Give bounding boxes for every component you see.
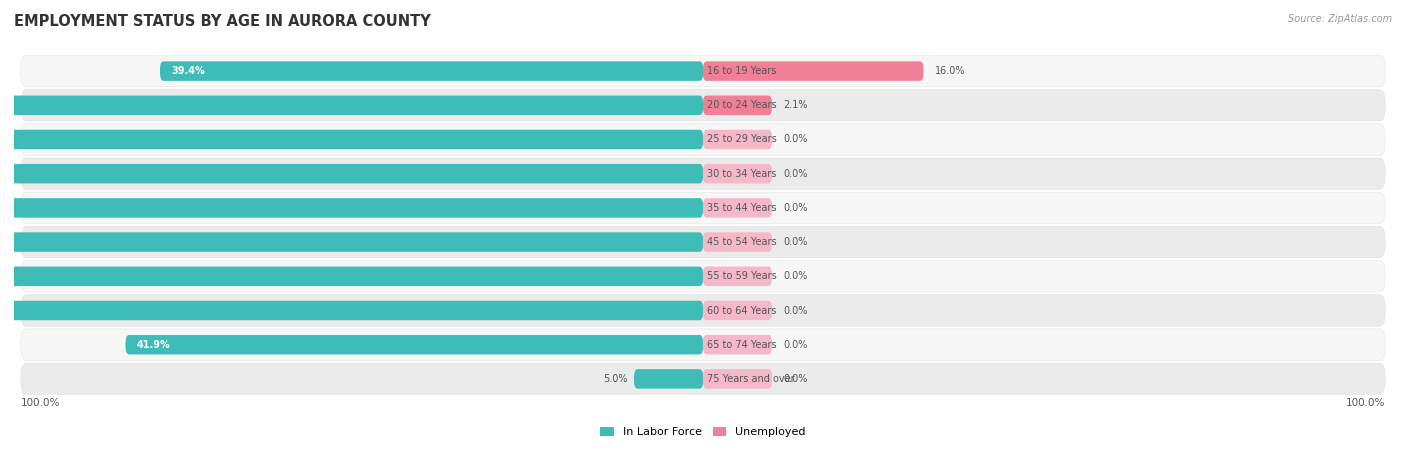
FancyBboxPatch shape — [160, 61, 703, 81]
FancyBboxPatch shape — [634, 369, 703, 389]
FancyBboxPatch shape — [21, 226, 1385, 258]
Legend: In Labor Force, Unemployed: In Labor Force, Unemployed — [596, 423, 810, 442]
Text: 2.1%: 2.1% — [783, 100, 807, 110]
Text: 0.0%: 0.0% — [783, 237, 807, 247]
FancyBboxPatch shape — [125, 335, 703, 355]
Text: 100.0%: 100.0% — [1346, 398, 1385, 408]
FancyBboxPatch shape — [0, 266, 703, 286]
FancyBboxPatch shape — [21, 90, 1385, 121]
Text: Source: ZipAtlas.com: Source: ZipAtlas.com — [1288, 14, 1392, 23]
Text: 5.0%: 5.0% — [603, 374, 627, 384]
Text: 20 to 24 Years: 20 to 24 Years — [707, 100, 776, 110]
FancyBboxPatch shape — [0, 130, 703, 149]
FancyBboxPatch shape — [0, 95, 703, 115]
Text: 39.4%: 39.4% — [172, 66, 205, 76]
Text: 55 to 59 Years: 55 to 59 Years — [707, 271, 778, 281]
Text: 0.0%: 0.0% — [783, 203, 807, 213]
Text: 16 to 19 Years: 16 to 19 Years — [707, 66, 776, 76]
FancyBboxPatch shape — [0, 164, 703, 184]
Text: 0.0%: 0.0% — [783, 271, 807, 281]
Text: 16.0%: 16.0% — [935, 66, 965, 76]
FancyBboxPatch shape — [0, 301, 703, 320]
FancyBboxPatch shape — [21, 295, 1385, 326]
Text: 65 to 74 Years: 65 to 74 Years — [707, 340, 776, 350]
FancyBboxPatch shape — [703, 335, 772, 355]
FancyBboxPatch shape — [703, 95, 772, 115]
Text: 0.0%: 0.0% — [783, 340, 807, 350]
Text: 30 to 34 Years: 30 to 34 Years — [707, 169, 776, 179]
Text: 0.0%: 0.0% — [783, 135, 807, 144]
Text: 41.9%: 41.9% — [136, 340, 170, 350]
FancyBboxPatch shape — [703, 130, 772, 149]
FancyBboxPatch shape — [0, 198, 703, 218]
Text: 75 Years and over: 75 Years and over — [707, 374, 794, 384]
FancyBboxPatch shape — [0, 232, 703, 252]
FancyBboxPatch shape — [21, 261, 1385, 292]
Text: 35 to 44 Years: 35 to 44 Years — [707, 203, 776, 213]
Text: 0.0%: 0.0% — [783, 169, 807, 179]
FancyBboxPatch shape — [21, 158, 1385, 189]
FancyBboxPatch shape — [21, 55, 1385, 87]
FancyBboxPatch shape — [21, 329, 1385, 360]
Text: 100.0%: 100.0% — [21, 398, 60, 408]
FancyBboxPatch shape — [703, 198, 772, 218]
Text: 60 to 64 Years: 60 to 64 Years — [707, 306, 776, 315]
FancyBboxPatch shape — [703, 301, 772, 320]
FancyBboxPatch shape — [21, 192, 1385, 224]
FancyBboxPatch shape — [703, 164, 772, 184]
Text: 0.0%: 0.0% — [783, 306, 807, 315]
FancyBboxPatch shape — [703, 369, 772, 389]
Text: EMPLOYMENT STATUS BY AGE IN AURORA COUNTY: EMPLOYMENT STATUS BY AGE IN AURORA COUNT… — [14, 14, 430, 28]
Text: 0.0%: 0.0% — [783, 374, 807, 384]
Text: 25 to 29 Years: 25 to 29 Years — [707, 135, 778, 144]
FancyBboxPatch shape — [703, 232, 772, 252]
FancyBboxPatch shape — [703, 266, 772, 286]
FancyBboxPatch shape — [21, 363, 1385, 395]
FancyBboxPatch shape — [21, 124, 1385, 155]
Text: 45 to 54 Years: 45 to 54 Years — [707, 237, 776, 247]
FancyBboxPatch shape — [703, 61, 924, 81]
